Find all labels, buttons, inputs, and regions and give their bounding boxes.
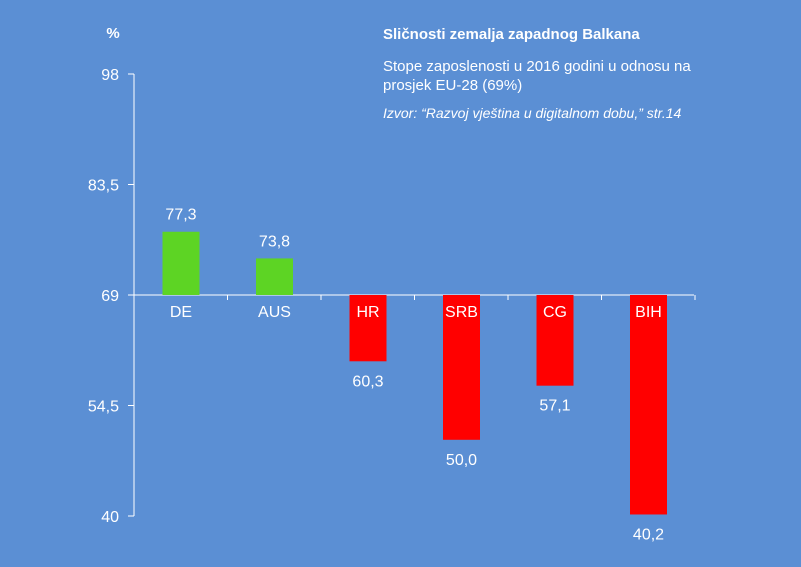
y-tick-label: 83,5 [88, 178, 119, 195]
title-block: Sličnosti zemalja zapadnog Balkana Stope… [383, 26, 783, 121]
y-tick-label: 54,5 [88, 399, 119, 416]
y-axis-unit-label: % [106, 25, 119, 42]
y-tick-label: 98 [101, 67, 119, 84]
bar-de [162, 231, 200, 295]
data-label: 60,3 [352, 373, 383, 390]
category-label: HR [356, 304, 379, 321]
category-label: SRB [445, 304, 478, 321]
bar-aus [256, 258, 293, 295]
data-label: 40,2 [633, 526, 664, 543]
bar-srb [443, 295, 480, 440]
data-label: 73,8 [259, 233, 290, 250]
bars-layer [162, 231, 667, 515]
category-label: CG [543, 304, 567, 321]
chart-title: Sličnosti zemalja zapadnog Balkana [383, 26, 640, 43]
data-label: 77,3 [165, 207, 196, 224]
chart-source: Izvor: “Razvoj vještina u digitalnom dob… [383, 105, 682, 121]
bar-hr [349, 295, 387, 362]
axis-layer: 98 83,5 69 54,5 40 [88, 67, 696, 526]
y-tick-label: 69 [101, 288, 119, 305]
chart-subtitle: Stope zaposlenosti u 2016 godini u odnos… [383, 58, 691, 94]
bar-cg [536, 295, 574, 386]
category-label: BIH [635, 304, 662, 321]
labels-layer: DE 77,3 AUS 73,8 HR 60,3 SRB 50,0 CG 57,1 BIH 40,2 [165, 207, 664, 544]
bar-bih [630, 295, 667, 515]
y-tick-label: 40 [101, 509, 119, 526]
category-label: AUS [258, 304, 291, 321]
data-label: 57,1 [539, 398, 570, 415]
category-label: DE [170, 304, 192, 321]
data-label: 50,0 [446, 452, 477, 469]
